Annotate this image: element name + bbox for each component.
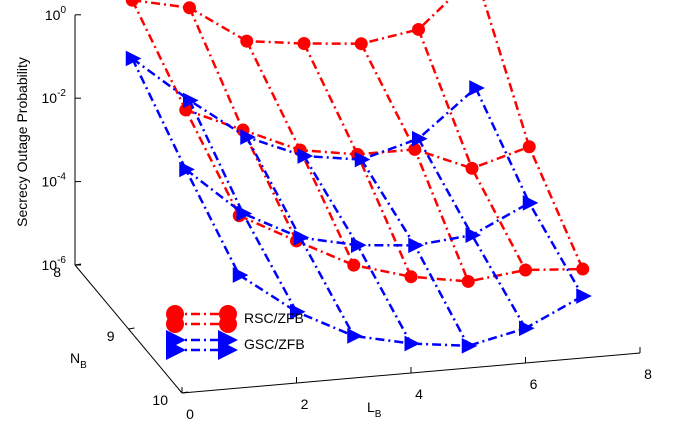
data-point [465,227,482,243]
legend-entry: RSC/ZFB [166,305,304,333]
data-point [179,161,195,178]
series-line [474,87,584,297]
series-line [131,57,241,276]
y-axis-label-sub: B [80,360,87,371]
data-point [522,140,536,154]
x-axis-label-sub: B [375,409,382,420]
data-point [461,338,478,354]
data-point [576,288,592,304]
legend-label: RSC/ZFB [244,310,304,326]
data-point [519,320,535,337]
series-line [302,42,413,278]
y-tick-mark [181,391,189,394]
data-point [412,130,428,147]
data-point [297,36,311,50]
data-point [408,142,422,156]
series-line [188,99,298,313]
legend-marker [219,315,237,333]
data-point [232,267,249,283]
data-point [469,80,485,96]
data-point [354,37,368,51]
data-point [412,22,425,36]
data-point [240,129,256,145]
y-tick-mark [128,327,135,330]
z-tick-label: 10-2 [42,88,67,106]
x-tick-label: 6 [530,376,538,392]
legend-marker [218,340,238,360]
data-point [347,328,363,344]
data-point [465,161,479,175]
data-point [404,335,421,352]
data-point [351,237,367,253]
x-tick-label: 4 [415,386,423,402]
data-point [183,92,199,109]
series-line [482,0,584,270]
legend-label: GSC/ZFB [244,336,305,352]
z-tick-label: 100 [45,5,67,23]
y-tick-label: 10 [152,392,168,408]
data-point [297,148,314,164]
series-line [360,158,470,347]
z-tick-label: 10-4 [42,172,67,190]
data-point [404,270,418,284]
data-point [125,50,142,67]
x-tick-label: 8 [644,366,652,382]
series-line [302,155,413,345]
x-tick-label: 0 [186,406,194,422]
data-point [347,258,361,272]
data-point [183,1,196,15]
legend: RSC/ZFB GSC/ZFB [160,305,305,363]
data-point [125,0,139,7]
data-point [240,34,254,48]
data-point [576,262,590,276]
data-point [354,151,371,168]
x-tick-label: 2 [301,396,309,412]
z-tick-label: 10-6 [42,255,67,273]
data-point [461,274,475,288]
y-tick-label: 9 [107,328,115,344]
data-point [236,205,253,222]
series-gsc-zfb [125,50,592,354]
data-point [408,237,424,254]
legend-marker [166,315,184,333]
legend-marker [166,340,186,360]
series-layer [125,0,592,354]
data-point [519,263,532,277]
data-point [293,229,310,246]
data-point [522,195,539,211]
tick-marks [74,14,641,394]
x-axis-label-main: L [367,399,375,415]
y-axis-label: NB [70,350,87,371]
legend-entry: GSC/ZFB [166,330,305,360]
y-tick-label: 8 [53,264,61,280]
y-axis-label-main: N [70,350,80,366]
z-axis-label: Secrecy Outage Probability [14,57,30,227]
x-axis-label: LB [367,399,382,420]
tick-labels: 0 2 4 6 8 8 9 10 100 10-2 10-4 10-6 [42,5,653,422]
data-point [290,303,306,320]
